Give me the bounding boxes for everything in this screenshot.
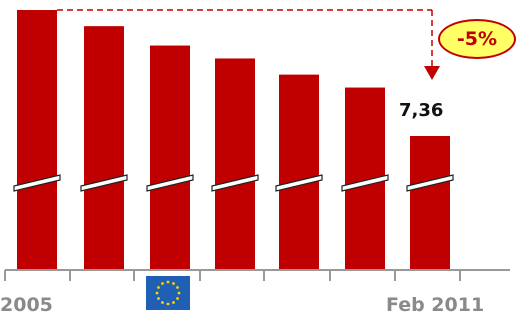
x-tick-label-first: 2005	[0, 294, 53, 316]
x-tick-label-last: Feb 2011	[386, 294, 485, 316]
eu-flag-star-0	[177, 291, 181, 295]
eu-flag-star-1	[176, 297, 179, 300]
bar-2	[150, 45, 190, 271]
bar-6	[410, 136, 450, 270]
reference-arrowhead	[424, 66, 440, 80]
bar-1	[84, 26, 124, 271]
bar-0	[17, 10, 57, 270]
data-label-last: 7,36	[399, 100, 444, 121]
eu-flag-star-8	[161, 282, 164, 285]
axis-break-6	[406, 174, 454, 192]
bar-3	[215, 58, 255, 270]
axis-break-2	[146, 174, 194, 192]
eu-flag-star-9	[166, 280, 170, 284]
eu-flag-star-5	[157, 297, 160, 300]
axis-break-0	[13, 174, 61, 192]
axis-break-4	[275, 174, 323, 192]
eu-flag-star-6	[155, 291, 159, 295]
axis-break-1	[80, 174, 128, 192]
eu-flag-star-11	[176, 286, 179, 289]
eu-flag-star-7	[157, 286, 160, 289]
percent-change-badge: -5%	[438, 19, 516, 59]
eu-flag-star-4	[161, 301, 164, 304]
eu-flag-star-10	[172, 282, 175, 285]
bar-4	[279, 74, 319, 270]
axis-break-3	[211, 174, 259, 192]
eu-flag-star-2	[172, 301, 175, 304]
eu-flag-star-3	[166, 302, 170, 306]
axis-break-5	[341, 174, 389, 192]
